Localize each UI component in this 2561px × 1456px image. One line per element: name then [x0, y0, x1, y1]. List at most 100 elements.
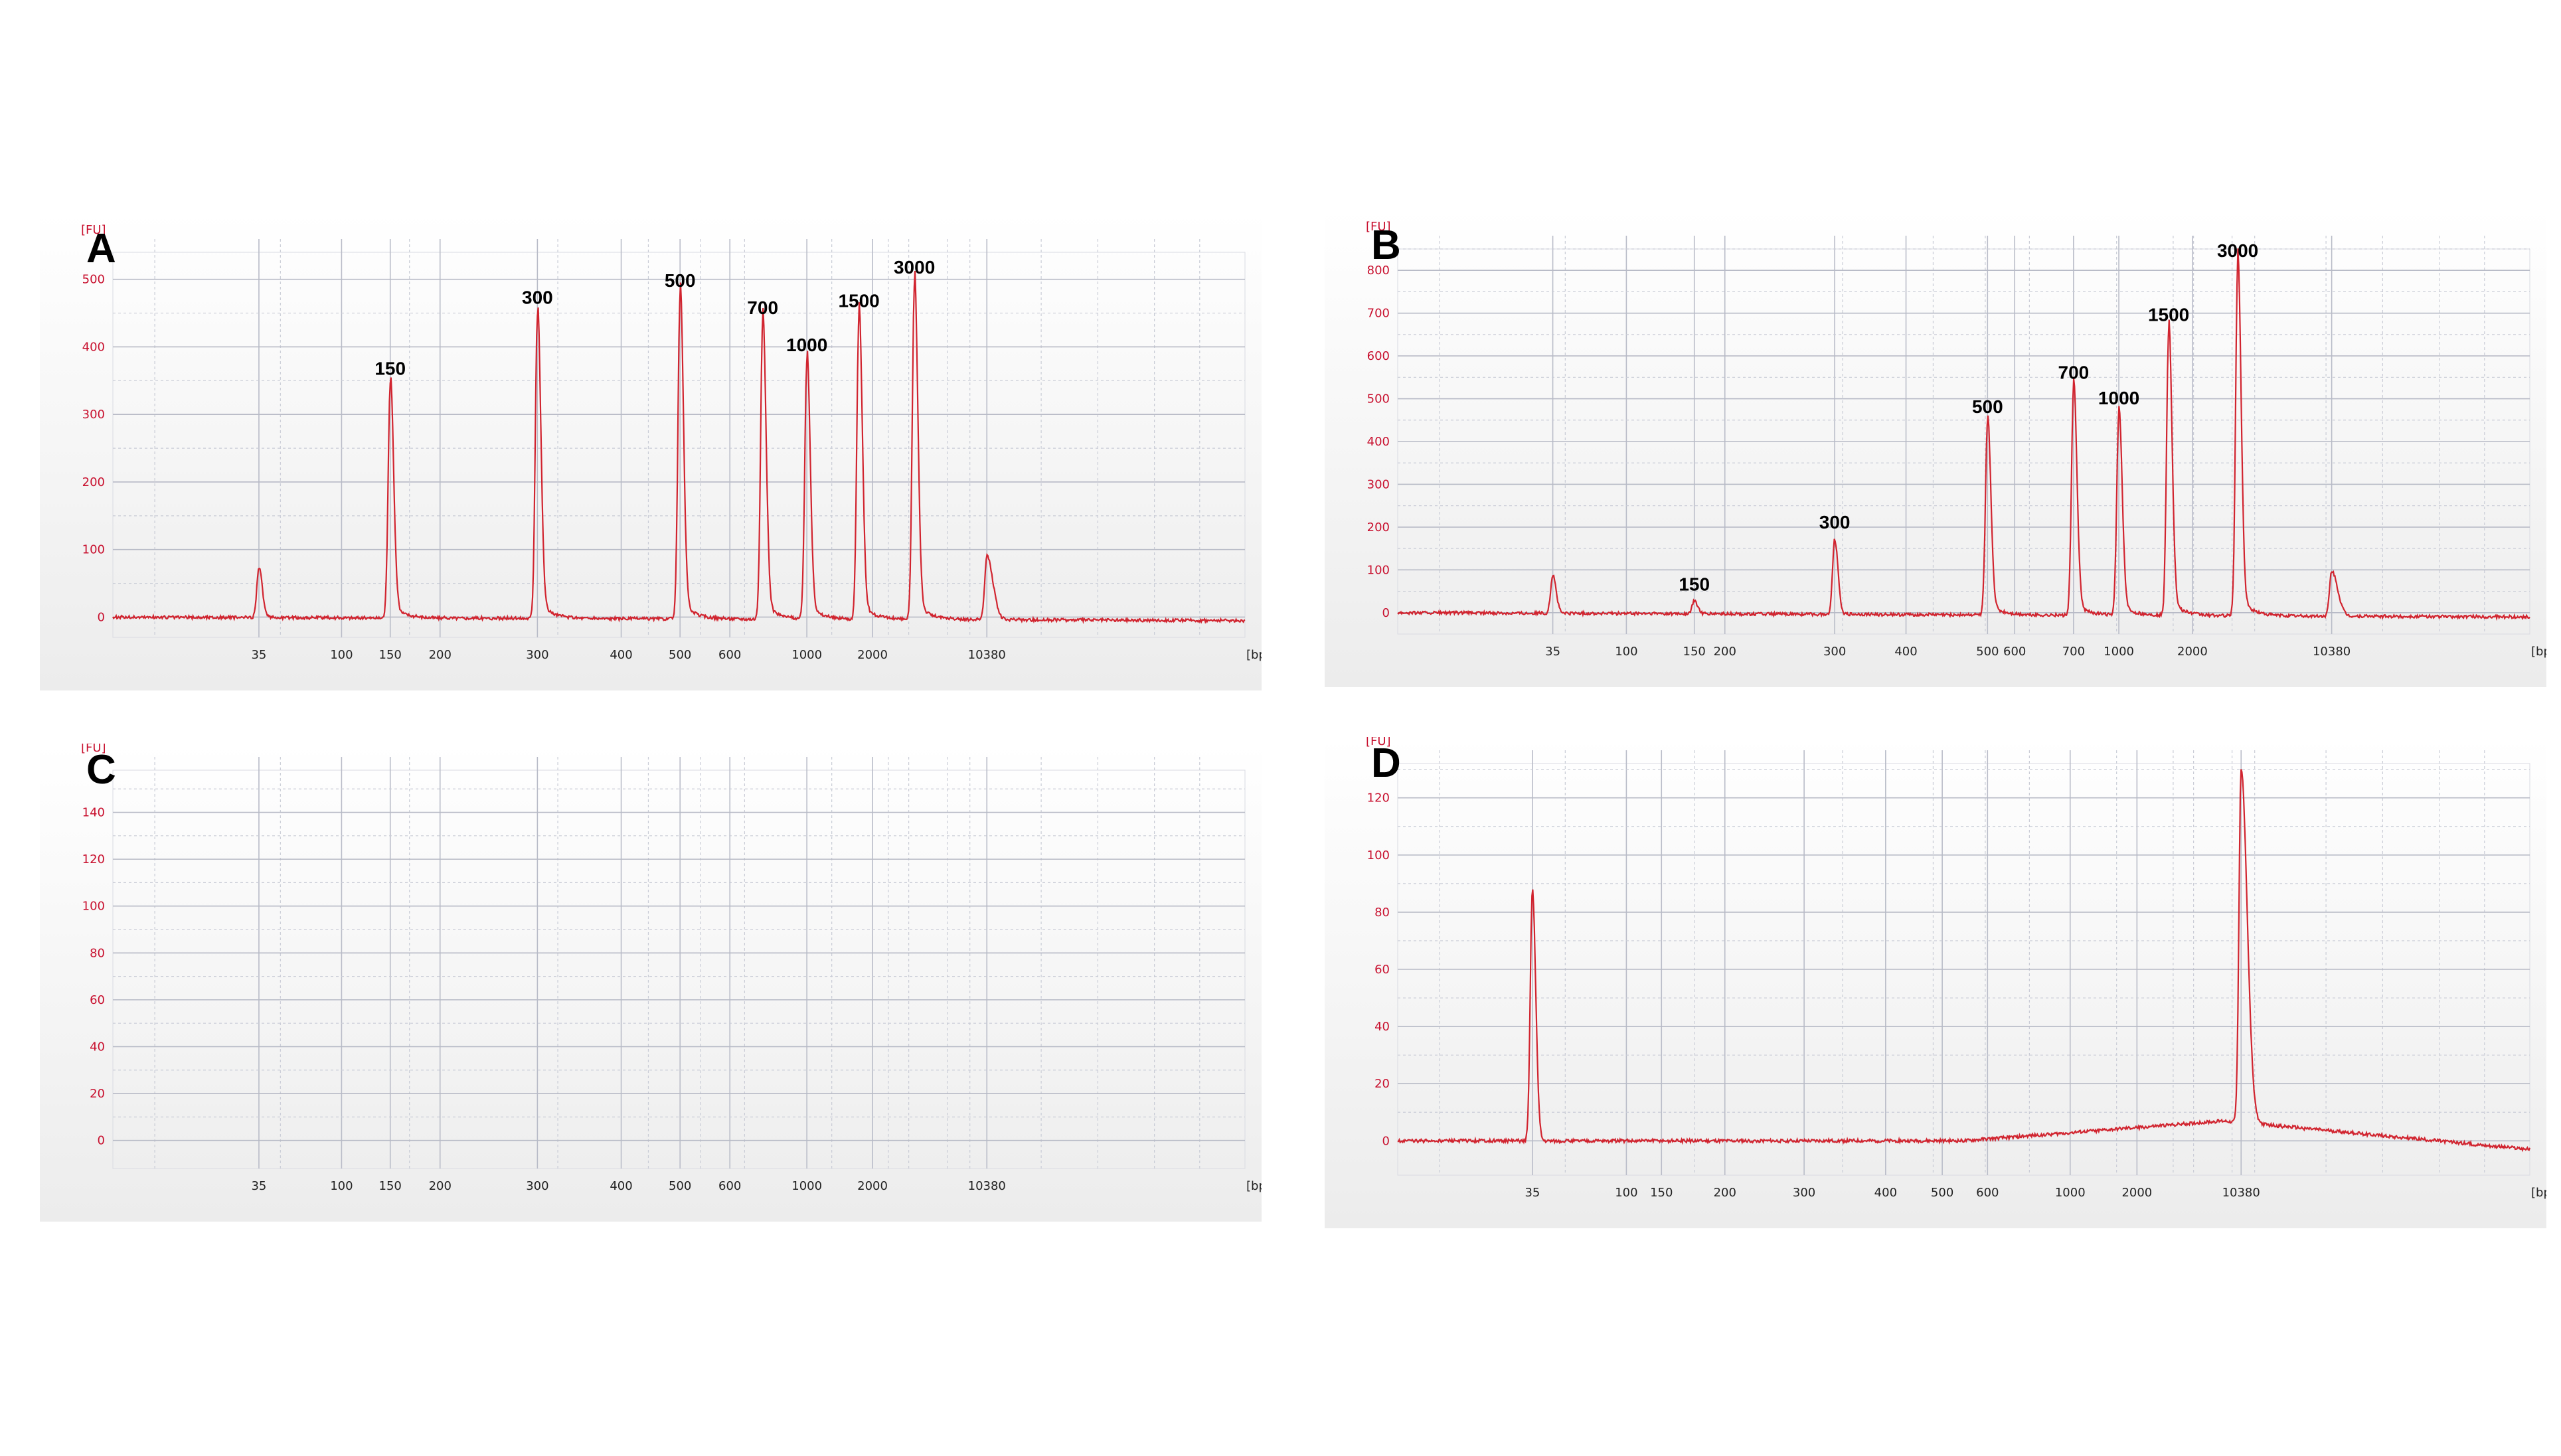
y-tick-label: 400: [82, 340, 105, 354]
panel-background: [1325, 737, 2546, 1228]
y-tick-label: 20: [90, 1087, 105, 1101]
x-tick-label: 500: [1976, 645, 1999, 659]
y-tick-label: 20: [1374, 1077, 1390, 1091]
plot-frame: [112, 252, 1246, 638]
y-tick-label: 700: [1367, 307, 1390, 321]
x-tick-label: 1000: [2104, 645, 2134, 659]
y-tick-label: 40: [1374, 1020, 1390, 1034]
y-tick-label: 100: [82, 900, 105, 914]
y-tick-label: 300: [1367, 477, 1390, 491]
y-tick-label: 100: [1367, 849, 1390, 862]
x-tick-label: 100: [1615, 1186, 1637, 1200]
y-tick-label: 0: [1382, 606, 1390, 620]
y-tick-label: 200: [1367, 521, 1390, 534]
x-tick-label: 300: [526, 648, 548, 662]
x-tick-label: 1000: [791, 1179, 822, 1193]
x-tick-label: 100: [330, 1179, 353, 1193]
y-tick-label: 40: [90, 1040, 105, 1054]
x-tick-label: 400: [610, 648, 632, 662]
y-tick-label: 200: [82, 475, 105, 489]
y-tick-label: 600: [1367, 349, 1390, 363]
x-tick-label: 500: [1931, 1186, 1953, 1200]
x-tick-label: 2000: [2177, 645, 2208, 659]
x-tick-label: 150: [379, 648, 402, 662]
x-tick-label: 1000: [2055, 1186, 2086, 1200]
x-tick-label: 10380: [968, 648, 1006, 662]
panel-background: [40, 212, 1262, 690]
x-tick-label: 35: [251, 1179, 266, 1193]
peak-label: 3000: [2217, 240, 2258, 261]
x-tick-label: 10380: [2313, 645, 2351, 659]
electropherogram-panel-d: [FU] 0 20 40 60 80 100 120 35 100 150 200 300 400 500 6…: [1325, 737, 2546, 1228]
electropherogram-panel-a: [FU] 0 100 200 300 400 500 35 100 150 200 300 400 500…: [40, 212, 1262, 690]
x-tick-label: 600: [718, 1179, 741, 1193]
x-tick-label: 100: [1615, 645, 1637, 659]
x-tick-label: 2000: [2121, 1186, 2152, 1200]
x-tick-label: 10380: [2222, 1186, 2260, 1200]
x-tick-label: 600: [2003, 645, 2026, 659]
x-tick-label: 600: [718, 648, 741, 662]
y-axis-unit: [FU]: [1366, 737, 1391, 748]
peak-label: 150: [1679, 574, 1710, 594]
y-axis-unit: [FU]: [1366, 220, 1391, 234]
panel-letter: D: [1371, 740, 1401, 786]
peak-label: 300: [1819, 512, 1851, 532]
x-tick-label: 35: [1545, 645, 1560, 659]
y-tick-label: 60: [90, 993, 105, 1007]
y-tick-label: 100: [82, 543, 105, 557]
y-tick-label: 120: [1367, 791, 1390, 805]
x-tick-label: 300: [1823, 645, 1846, 659]
peak-label: 1000: [2098, 388, 2139, 408]
x-tick-label: 1000: [791, 648, 822, 662]
peak-label: 500: [1972, 396, 2003, 417]
y-tick-label: 500: [82, 273, 105, 287]
peak-label: 700: [747, 297, 778, 318]
peak-label: 1000: [786, 335, 827, 355]
y-tick-label: 120: [82, 852, 105, 866]
x-axis-unit: [bp]: [1246, 648, 1262, 662]
trace-line: [1397, 248, 2530, 621]
x-tick-label: 500: [669, 648, 691, 662]
y-tick-label: 400: [1367, 435, 1390, 449]
x-tick-label: 300: [526, 1179, 548, 1193]
x-tick-label: 500: [669, 1179, 691, 1193]
y-axis-unit: [FU]: [81, 223, 106, 237]
x-tick-label: 200: [1714, 645, 1736, 659]
y-tick-label: 100: [1367, 563, 1390, 577]
x-tick-label: 300: [1793, 1186, 1815, 1200]
panel-letter: A: [86, 226, 116, 272]
y-tick-label: 0: [98, 1134, 105, 1148]
y-tick-label: 0: [1382, 1134, 1390, 1148]
x-axis-unit: [bp]: [2531, 645, 2546, 659]
trace-line: [1397, 769, 2531, 1153]
peak-label: 1500: [838, 291, 879, 311]
panel-letter: B: [1371, 222, 1401, 268]
grid: [1398, 236, 2530, 634]
y-tick-label: 60: [1374, 963, 1390, 977]
y-tick-label: 0: [98, 610, 105, 624]
grid: [113, 757, 1245, 1169]
x-tick-label: 150: [379, 1179, 402, 1193]
electropherogram-panel-b: [FU] 0 100 200 300 400 500 600 700 800 35 100 150 200…: [1325, 209, 2546, 687]
electropherogram-panel-c: [FU] 0 20 40 60 80 100 120 140 35 100 150 200 300 400 5…: [40, 744, 1262, 1222]
x-tick-label: 2000: [857, 1179, 888, 1193]
y-tick-label: 140: [82, 806, 105, 820]
y-axis-unit: [FU]: [81, 744, 106, 755]
x-tick-label: 400: [1874, 1186, 1897, 1200]
x-tick-label: 400: [610, 1179, 632, 1193]
x-tick-label: 200: [429, 1179, 452, 1193]
x-tick-label: 150: [1683, 645, 1706, 659]
plot-frame: [112, 769, 1246, 1169]
y-tick-label: 80: [90, 946, 105, 960]
x-tick-label: 200: [1714, 1186, 1736, 1200]
x-tick-label: 700: [2062, 645, 2085, 659]
y-tick-label: 80: [1374, 906, 1390, 920]
x-tick-label: 100: [330, 648, 353, 662]
peak-label: 150: [374, 358, 406, 378]
peak-label: 700: [2058, 362, 2090, 382]
x-tick-label: 2000: [857, 648, 888, 662]
panel-background: [40, 744, 1262, 1222]
trace-line: [112, 271, 1246, 624]
peak-label: 500: [665, 270, 696, 291]
x-tick-label: 200: [429, 648, 452, 662]
